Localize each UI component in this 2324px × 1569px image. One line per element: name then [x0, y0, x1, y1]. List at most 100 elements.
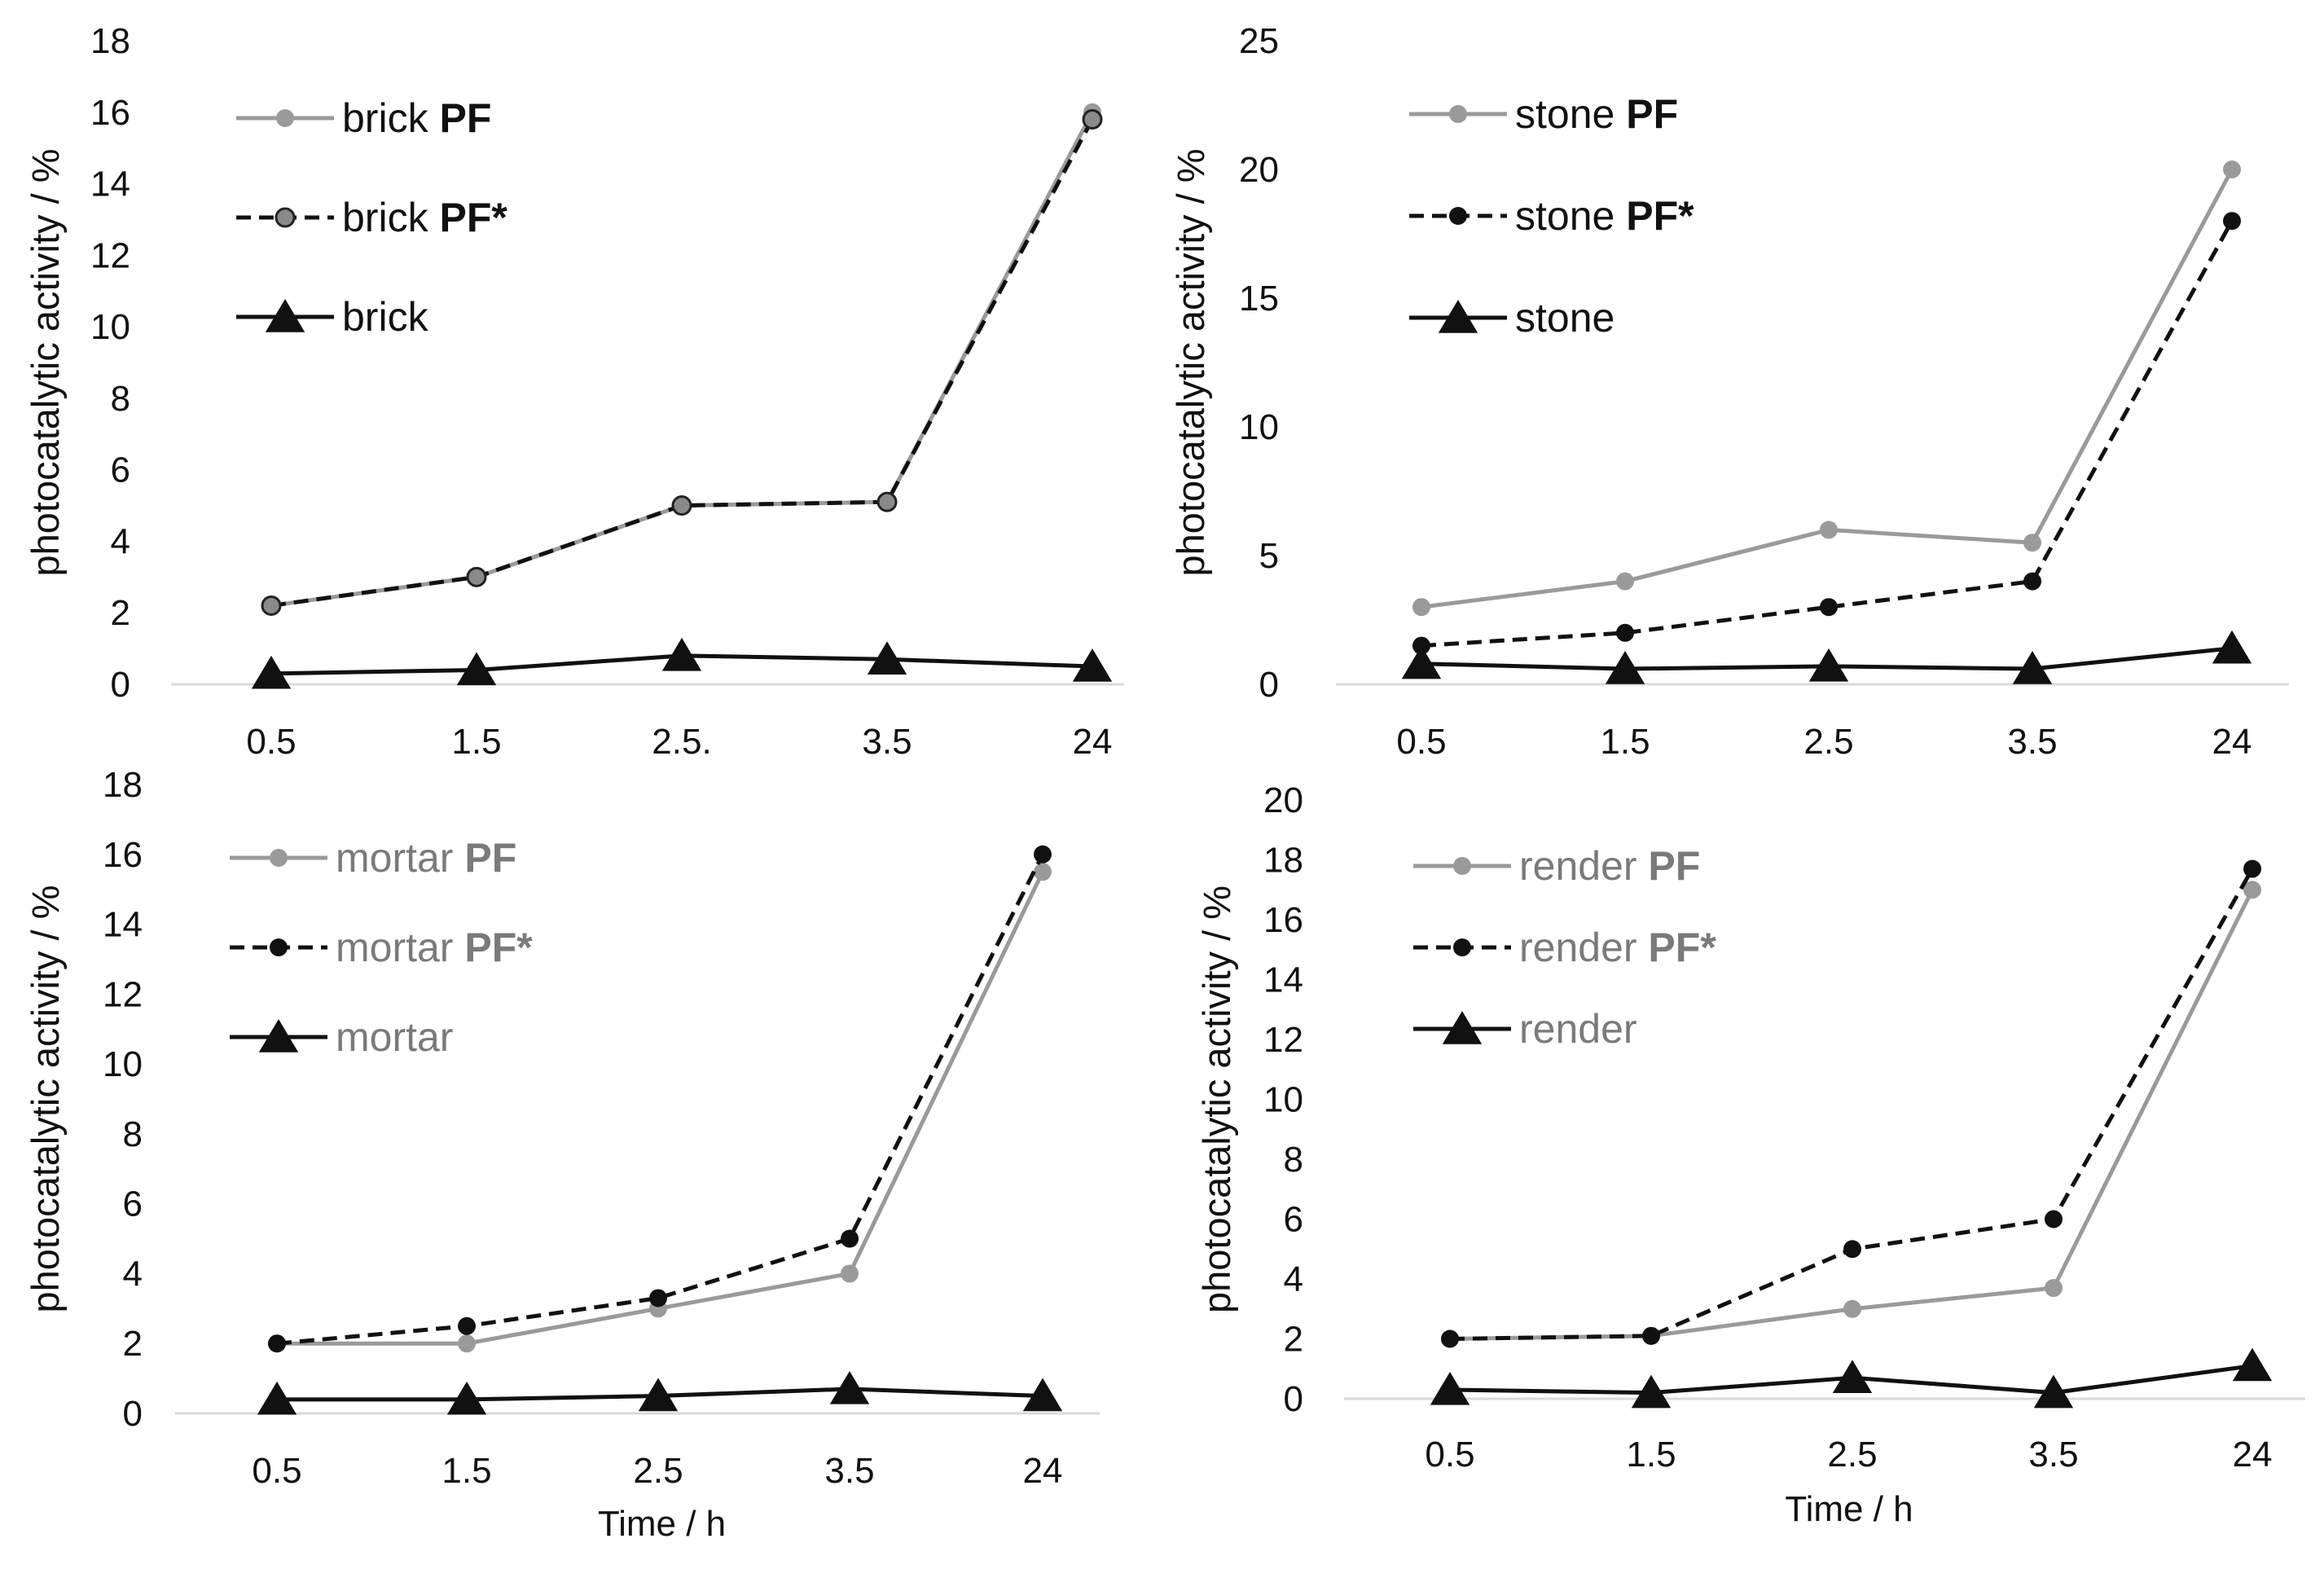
x-tick-label: 0.5	[1396, 722, 1446, 762]
series-render-PF*	[1441, 859, 2261, 1348]
y-tick-label: 2	[1284, 1320, 1303, 1360]
data-point	[1401, 645, 1442, 679]
y-tick-label: 12	[90, 235, 130, 275]
series-line	[270, 118, 1095, 608]
y-tick-label: 4	[123, 1254, 143, 1294]
data-point	[2012, 651, 2053, 684]
data-point	[1034, 863, 1052, 881]
data-point	[2023, 572, 2041, 591]
y-tick-label: 5	[1259, 536, 1279, 576]
y-tick-label: 14	[103, 905, 143, 945]
y-tick-label: 16	[90, 93, 130, 133]
data-point	[1843, 1240, 1861, 1259]
series-render	[1430, 1347, 2273, 1409]
y-tick-label: 4	[111, 521, 130, 561]
y-tick-label: 10	[1263, 1080, 1303, 1120]
legend-label: render PF*	[1519, 925, 1716, 970]
data-point	[829, 1370, 870, 1404]
legend-label-name: brick	[342, 95, 429, 141]
data-point	[2045, 1279, 2063, 1298]
data-point	[458, 1316, 476, 1335]
x-tick-label: 1.5	[1600, 722, 1650, 762]
y-tick-label: 16	[103, 835, 143, 875]
legend-label-name: stone	[1515, 295, 1614, 341]
y-tick-label: 14	[90, 165, 130, 204]
series-line	[1421, 219, 2234, 648]
x-axis-label: Time / h	[598, 1504, 726, 1544]
chart-panel-2: 0 5 10 15 20 25 0.5 1.5 2.5 3.5 24 photocatalytic a…	[1169, 21, 2289, 762]
legend-label-name: render	[1519, 1006, 1637, 1052]
legend-marker	[1453, 857, 1471, 875]
legend-label-name: render	[1519, 843, 1637, 889]
y-tick-label: 18	[103, 765, 143, 805]
x-tick-label: 3.5	[862, 722, 912, 762]
data-point	[2223, 212, 2241, 231]
x-axis-label: Time / h	[1785, 1489, 1913, 1529]
legend-label-suffix: PF*	[453, 925, 533, 970]
legend-marker	[276, 109, 294, 127]
data-point	[671, 495, 692, 516]
data-point	[2023, 534, 2041, 552]
legend-label: mortar PF	[336, 835, 516, 881]
data-point	[446, 1381, 487, 1415]
legend-marker	[270, 849, 288, 867]
x-tick-label: 2.5.	[652, 722, 711, 762]
y-tick-label: 10	[1239, 407, 1279, 447]
legend-marker	[270, 938, 288, 956]
data-point	[2243, 881, 2261, 899]
legend-marker	[1442, 1011, 1483, 1044]
x-tick-label: 2.5	[633, 1451, 683, 1491]
data-point	[1441, 1329, 1459, 1348]
data-point	[841, 1264, 859, 1283]
x-tick-label: 24	[1073, 722, 1113, 762]
y-tick-label: 8	[123, 1114, 143, 1154]
y-tick-label: 0	[123, 1394, 143, 1434]
legend-label: render	[1519, 1006, 1637, 1052]
x-tick-label: 0.5	[252, 1451, 301, 1491]
legend-label: brick PF*	[342, 195, 507, 240]
legend: mortar PF mortar PF* mortar	[230, 835, 533, 1060]
legend-marker	[275, 207, 296, 228]
legend-label: brick	[342, 294, 429, 340]
legend-marker	[1453, 938, 1471, 956]
data-point	[466, 566, 487, 587]
x-tick-label: 3.5	[2028, 1435, 2078, 1475]
series-brick-PF*	[261, 109, 1103, 616]
x-tick-label: 0.5	[1425, 1435, 1474, 1475]
data-point	[1616, 623, 1634, 642]
legend-label-name: render	[1519, 925, 1637, 970]
series-brick-PF	[262, 103, 1101, 615]
series-line	[276, 853, 1045, 1346]
legend-label: stone PF	[1515, 91, 1678, 137]
x-tick-label: 0.5	[246, 722, 296, 762]
x-tick-label: 24	[1023, 1451, 1063, 1491]
data-point	[1832, 1360, 1873, 1393]
y-tick-label: 8	[111, 379, 130, 419]
legend-label: stone	[1515, 295, 1614, 341]
legend-label-name: stone	[1515, 193, 1614, 239]
y-tick-label: 2	[111, 593, 130, 633]
data-point	[2243, 859, 2261, 878]
legend-label-suffix: PF*	[1614, 193, 1694, 239]
y-tick-label: 0	[111, 665, 130, 705]
x-tick-label: 1.5	[442, 1451, 491, 1491]
legend-label: mortar PF*	[336, 925, 533, 970]
y-tick-label: 20	[1263, 780, 1303, 820]
data-point	[2223, 160, 2241, 178]
x-tick-label: 3.5	[824, 1451, 874, 1491]
data-point	[1642, 1326, 1660, 1345]
data-point	[876, 491, 898, 512]
data-point	[1820, 598, 1838, 617]
y-tick-label: 0	[1284, 1379, 1303, 1419]
y-tick-label: 0	[1259, 665, 1279, 705]
y-tick-label: 12	[1263, 1020, 1303, 1060]
y-tick-label: 15	[1239, 279, 1279, 319]
legend-label: render PF	[1519, 843, 1700, 889]
legend-label-name: brick	[342, 294, 429, 340]
legend-label: mortar	[336, 1014, 453, 1060]
y-tick-label: 10	[103, 1044, 143, 1084]
y-tick-label: 4	[1284, 1259, 1303, 1299]
